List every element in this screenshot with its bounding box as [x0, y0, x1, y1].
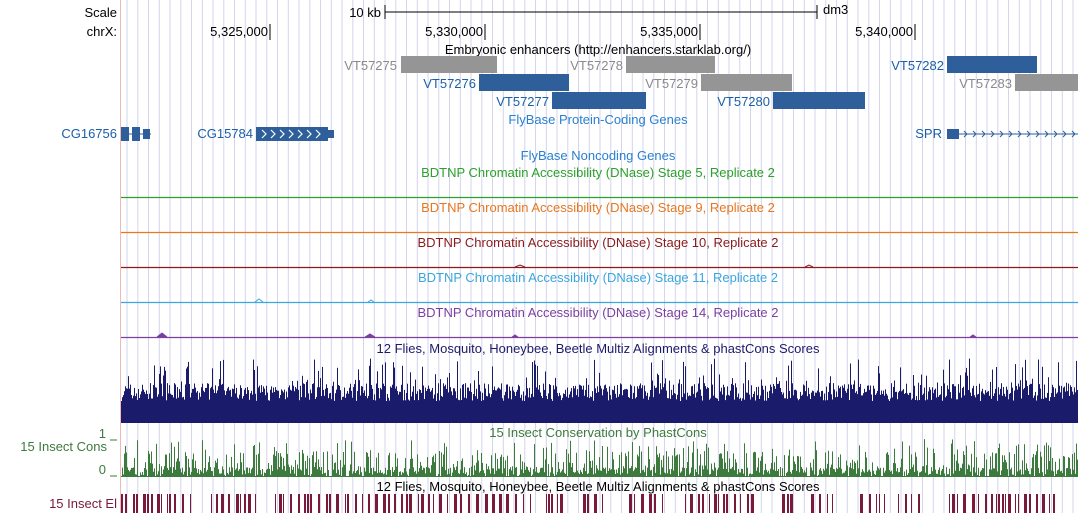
enhancer-feature-vt57280[interactable]: [773, 92, 865, 109]
track-title-insect-el: 12 Flies, Mosquito, Honeybee, Beetle Mul…: [377, 479, 820, 494]
dnase-track-stage14[interactable]: BDTNP Chromatin Accessibility (DNase) St…: [121, 305, 1078, 339]
multiz-track[interactable]: 12 Flies, Mosquito, Honeybee, Beetle Mul…: [121, 341, 1078, 423]
enhancer-label-vt57276[interactable]: VT57276: [423, 76, 476, 91]
dnase-track-stage9[interactable]: BDTNP Chromatin Accessibility (DNase) St…: [121, 200, 1078, 234]
enhancer-label-vt57280[interactable]: VT57280: [717, 94, 770, 109]
gene-spr[interactable]: [947, 129, 1078, 139]
track-title-dnase-stage5: BDTNP Chromatin Accessibility (DNase) St…: [421, 165, 775, 180]
enhancers-track[interactable]: Embryonic enhancers (http://enhancers.st…: [344, 42, 1078, 109]
ruler-tick-label: 5,335,000: [640, 24, 698, 39]
enhancer-label-vt57283[interactable]: VT57283: [959, 76, 1012, 91]
track-title-dnase-stage9: BDTNP Chromatin Accessibility (DNase) St…: [421, 200, 775, 215]
multiz-signal: [121, 358, 1078, 423]
dnase-track-stage5[interactable]: BDTNP Chromatin Accessibility (DNase) St…: [121, 165, 1078, 199]
strand-arrows: [261, 129, 321, 139]
insect-el-track[interactable]: 12 Flies, Mosquito, Honeybee, Beetle Mul…: [49, 479, 1055, 513]
track-title-protein-coding: FlyBase Protein-Coding Genes: [508, 112, 688, 127]
gene-label-cg16756[interactable]: CG16756: [61, 126, 117, 141]
chrom-label: chrX:: [87, 24, 117, 39]
gene-cg16756[interactable]: [121, 127, 151, 141]
ruler-tick-label: 5,325,000: [210, 24, 268, 39]
enhancer-feature-vt57282[interactable]: [947, 56, 1037, 73]
enhancer-label-vt57279[interactable]: VT57279: [645, 76, 698, 91]
enhancer-feature-vt57277[interactable]: [552, 92, 646, 109]
insect-cons-axis-max: 1: [99, 426, 106, 441]
track-title-dnase-stage11: BDTNP Chromatin Accessibility (DNase) St…: [418, 270, 778, 285]
enhancer-feature-vt57276[interactable]: [479, 74, 569, 91]
insect-cons-side-label[interactable]: 15 Insect Cons: [20, 439, 107, 454]
ruler-tick-label: 5,330,000: [425, 24, 483, 39]
scale-label: Scale: [84, 5, 117, 20]
insect-cons-axis-min: 0: [99, 462, 106, 477]
assembly-label: dm3: [823, 2, 848, 17]
gene-label-spr[interactable]: SPR: [915, 126, 942, 141]
enhancer-label-vt57278[interactable]: VT57278: [570, 58, 623, 73]
dnase-signal-peaks: [156, 332, 977, 338]
insect-cons-track[interactable]: 15 Insect Conservation by PhastCons 15 I…: [20, 425, 1078, 477]
enhancer-label-vt57275[interactable]: VT57275: [344, 58, 397, 73]
insect-el-side-label[interactable]: 15 Insect El: [49, 496, 117, 511]
dnase-signal-peaks: [254, 298, 375, 303]
enhancer-feature-vt57283[interactable]: [1015, 74, 1078, 91]
gene-label-cg15784[interactable]: CG15784: [197, 126, 253, 141]
strand-arrows: [963, 130, 1076, 138]
enhancer-feature-vt57275[interactable]: [401, 56, 497, 73]
track-title-dnase-stage14: BDTNP Chromatin Accessibility (DNase) St…: [417, 305, 778, 320]
enhancer-label-vt57282[interactable]: VT57282: [891, 58, 944, 73]
track-title-dnase-stage10: BDTNP Chromatin Accessibility (DNase) St…: [417, 235, 778, 250]
track-title-insect-cons: 15 Insect Conservation by PhastCons: [489, 425, 707, 440]
enhancer-feature-vt57278[interactable]: [626, 56, 715, 73]
insect-el-signal: [121, 494, 1055, 513]
ruler-track[interactable]: Scale chrX: 10 kb dm3 5,325,000 5,330,00…: [84, 2, 916, 40]
enhancer-feature-vt57279[interactable]: [701, 74, 792, 91]
track-title-multiz: 12 Flies, Mosquito, Honeybee, Beetle Mul…: [377, 341, 820, 356]
scale-value: 10 kb: [349, 5, 381, 20]
gene-cg15784[interactable]: [256, 127, 334, 141]
dnase-signal-peaks: [514, 264, 814, 268]
protein-coding-track[interactable]: FlyBase Protein-Coding Genes CG16756 CG1…: [61, 112, 1078, 141]
enhancer-label-vt57277[interactable]: VT57277: [496, 94, 549, 109]
track-title-enhancers: Embryonic enhancers (http://enhancers.st…: [445, 42, 751, 57]
dnase-track-stage10[interactable]: BDTNP Chromatin Accessibility (DNase) St…: [121, 235, 1078, 269]
dnase-track-stage11[interactable]: BDTNP Chromatin Accessibility (DNase) St…: [121, 270, 1078, 304]
track-title-noncoding: FlyBase Noncoding Genes: [521, 148, 676, 163]
ruler-tick-label: 5,340,000: [855, 24, 913, 39]
